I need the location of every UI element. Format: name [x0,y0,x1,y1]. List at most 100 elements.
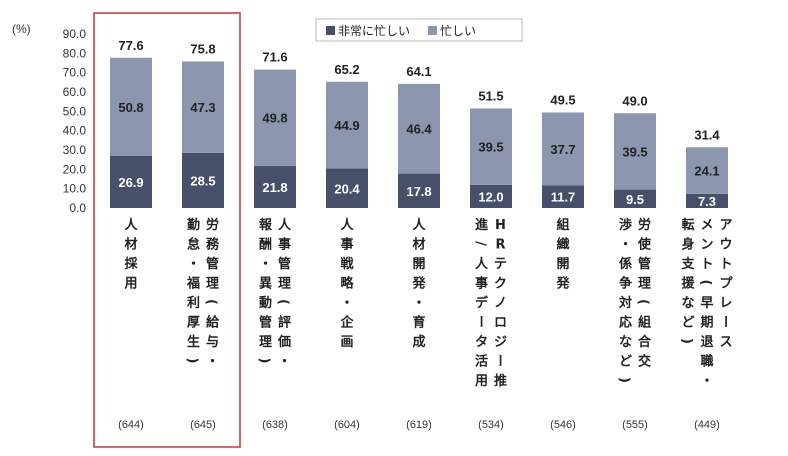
category-label-char: 用 [123,277,137,292]
bar-segment-very-busy [326,168,368,208]
highlight-rectangle [93,12,241,448]
category-label-char: 早 [700,296,713,311]
category-label-char: ) [257,358,272,364]
bar-total-label: 64.1 [406,64,431,79]
category-label-char: ト [700,257,713,272]
bar-segment-busy [686,147,728,194]
bar-total-label: 51.5 [478,88,503,103]
category-label-char: ( [698,280,713,286]
category-label-char: 転 [681,217,694,233]
sample-size-label: (638) [262,419,288,431]
category-label-char: 報 [259,217,273,233]
bar-group: 21.8 49.8 71.6 [254,50,296,208]
segment-value-label: 37.7 [550,142,575,157]
category-label-char: ウ [719,238,732,253]
bar-total-label: 31.4 [694,127,720,142]
category-label-char: R [495,238,505,253]
category-label-char: ) [185,358,200,364]
category-label-char: 怠 [187,237,200,253]
category-label-char: タ [475,335,488,350]
segment-value-label: 12.0 [478,189,503,204]
segment-value-label: 28.5 [190,173,215,188]
legend: 非常に忙しい 忙しい [315,18,523,42]
bar-segment-busy [326,81,368,169]
category-label-char: 織 [556,237,569,253]
bar-segment-very-busy [182,152,224,208]
sample-size-label: (604) [334,419,360,431]
bar-segment-very-busy [614,189,656,208]
category-labels: 人材採用(644)労務管理(給与・勤怠・福利厚生)(645)人事管理(評価・報酬… [118,217,733,431]
y-tick-label: 70.0 [63,66,87,80]
category-label-char: 期 [700,316,713,331]
category-label-char: 交 [638,354,651,370]
category-label-char: テ [494,257,507,272]
category-label-char: ー [492,354,507,367]
category-label-char: ロ [494,316,507,331]
category-label-char: 管 [206,256,219,272]
bar-group: 26.9 50.8 77.6 [110,38,152,208]
category-label-char: 労 [206,217,219,233]
category-label-char: 成 [412,334,425,350]
category-label-char: 活 [475,354,488,370]
category-label-char: ン [700,238,713,253]
bar-total-label: 49.5 [550,92,575,107]
category-label-char: 人 [340,217,354,233]
segment-value-label: 44.9 [334,118,359,133]
y-tick-label: 60.0 [63,85,87,99]
category-label-char: 画 [340,335,353,350]
y-tick-label: 30.0 [63,143,87,157]
segment-value-label: 21.8 [262,180,287,195]
y-tick-label: 80.0 [63,46,87,60]
y-tick-label: 40.0 [63,124,87,138]
bar-total-label: 77.6 [118,38,143,53]
category-label-char: 事 [340,237,353,253]
segment-value-label: 20.4 [334,181,360,196]
segment-value-label: 47.3 [190,100,215,115]
category-label-char: レ [719,296,732,311]
category-label-char: ) [617,377,632,383]
bar-segment-busy [110,57,152,156]
category-label-char: 身 [681,237,694,253]
category-label-char: 厚 [187,315,200,331]
bar-group: 9.5 39.5 49.0 [614,93,656,208]
category-label-char: 勤 [187,217,200,233]
bar-segment-very-busy [542,185,584,208]
bar-group: 28.5 47.3 75.8 [182,41,224,208]
bar-group: 20.4 44.9 65.2 [326,62,368,208]
bars: 26.9 50.8 77.6 28.5 47.3 75.8 21.8 49.8 71.6 20.4… [110,38,728,209]
bar-total-label: 49.0 [622,93,647,108]
category-label-char: 管 [278,256,291,272]
category-label-char: / [473,241,488,246]
category-label-char: 管 [638,256,651,272]
legend-label: 忙しい [440,24,476,38]
category-label-char: 給 [206,315,220,331]
segment-value-label: 39.5 [478,140,503,155]
category-label-char: 評 [278,315,291,331]
sample-size-label: (546) [550,419,576,431]
category-label-char: 推 [494,373,507,389]
sample-size-label: (555) [622,419,648,431]
bar-total-label: 75.8 [190,41,215,56]
bar-segment-very-busy [110,155,152,208]
category-label-char: 進 [475,217,488,233]
category-label-char: 生 [187,334,200,350]
sample-size-label: (449) [694,419,720,431]
bar-group: 17.8 46.4 64.1 [398,64,440,208]
legend-swatch-busy [428,26,437,35]
category-label-char: 与 [206,335,219,350]
category-label-char: ・ [206,355,219,370]
y-tick-label: 20.0 [63,162,87,176]
category-label-char: 福 [186,276,200,292]
category-label-char: 価 [277,334,291,350]
category-label-char: ( [636,299,651,305]
highlight-box [93,12,241,448]
y-tick-label: 0.0 [69,201,86,215]
sample-size-label: (619) [406,419,432,431]
bar-total-label: 71.6 [262,50,287,65]
category-label-char: 組 [556,217,569,233]
segment-value-label: 46.4 [406,122,432,137]
segment-value-label: 24.1 [694,164,719,179]
